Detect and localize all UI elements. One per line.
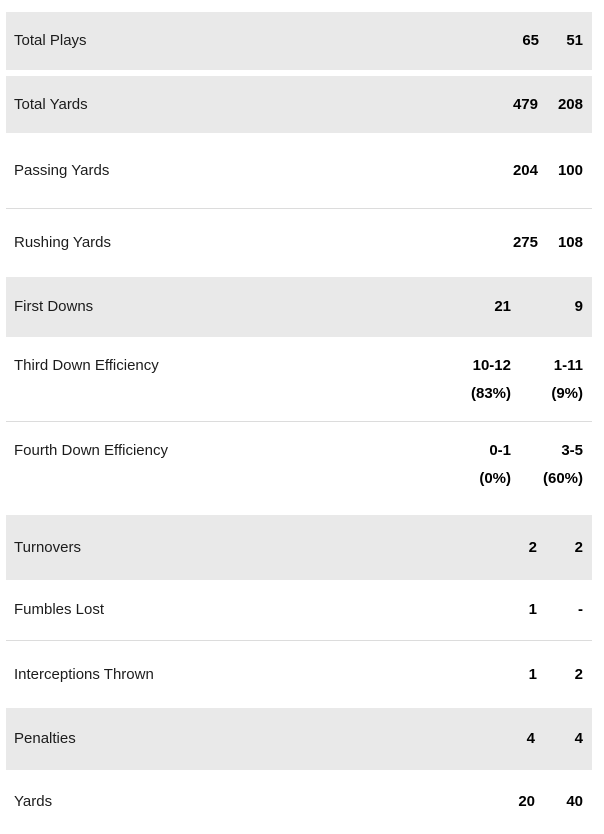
stat-value-col2-main: 40	[566, 793, 583, 810]
stat-label: Passing Yards	[14, 161, 110, 179]
stat-value-col2: 100	[538, 157, 583, 185]
stat-label: Turnovers	[14, 538, 81, 556]
stat-value-col2-detail: (9%)	[551, 385, 583, 402]
stat-value-col1-main: 204	[512, 161, 538, 179]
stat-value-col1: 1	[529, 661, 537, 689]
stat-value-col2: 40	[535, 788, 583, 816]
stat-value-col1: 0-1 (0%)	[479, 437, 511, 493]
stat-value-col2: 4	[535, 725, 583, 753]
stat-value-col2: -	[537, 596, 583, 624]
stat-row: Fourth Down Efficiency 0-1 (0%) 3-5 (60%)	[6, 421, 592, 515]
stat-value-col1-main: 65	[522, 32, 539, 49]
stat-row: Rushing Yards 275 108	[6, 208, 592, 277]
stat-value-col1-main: 4	[526, 730, 535, 747]
stat-label: Third Down Efficiency	[14, 357, 159, 374]
stat-row: Interceptions Thrown 1 2	[6, 640, 592, 708]
stat-label: Interceptions Thrown	[14, 665, 154, 683]
stat-value-col2: 208	[538, 91, 583, 119]
stat-value-col1-main: 1	[528, 665, 537, 683]
stat-group: First Downs 21 9 Third Down Efficiency 10-12…	[6, 277, 592, 515]
stat-value-col1: 2	[529, 534, 537, 562]
stat-value-col1-main: 20	[518, 793, 535, 810]
stat-group: Penalties 4 4 Yards 20 40	[6, 708, 592, 834]
stat-value-col2-main: 100	[557, 161, 583, 179]
stat-value-col2-main: 9	[574, 298, 583, 315]
stat-row: Penalties 4 4	[6, 708, 592, 770]
team-stats-table: Total Plays 65 51 Total Yards 479 208 Passing …	[6, 12, 592, 834]
stat-value-col1: 10-12 (83%)	[471, 352, 511, 408]
stat-group: Total Plays 65 51	[6, 12, 592, 70]
stat-value-col1: 21	[494, 293, 511, 321]
stat-value-col1: 1	[529, 596, 537, 624]
stat-row: Total Yards 479 208	[6, 76, 592, 133]
stat-value-col1: 65	[522, 27, 539, 55]
stat-label: Rushing Yards	[14, 234, 112, 251]
stat-label: Total Plays	[14, 32, 87, 49]
stat-value-col1: 4	[527, 725, 535, 753]
stat-value-col2-main: 4	[574, 730, 583, 747]
stat-value-col2-main: 108	[557, 234, 583, 251]
stat-row: Yards 20 40	[6, 770, 592, 834]
stat-value-col1: 275	[513, 229, 538, 257]
stat-row: Fumbles Lost 1 -	[6, 580, 592, 640]
stat-value-col2: 108	[538, 229, 583, 257]
stat-value-col2-main: 2	[574, 538, 583, 556]
stat-row: Passing Yards 204 100	[6, 133, 592, 208]
stat-row: Total Plays 65 51	[6, 12, 592, 70]
stat-value-col2-detail: (60%)	[542, 470, 583, 487]
stat-value-col2: 3-5 (60%)	[511, 437, 583, 493]
stat-value-col1-main: 10-12	[472, 357, 511, 374]
stat-label: Fourth Down Efficiency	[14, 442, 168, 459]
stat-value-col2: 2	[537, 534, 583, 562]
stat-value-col1-main: 479	[512, 95, 538, 113]
stat-value-col2: 2	[537, 661, 583, 689]
stat-value-col2-main: 3-5	[561, 442, 583, 459]
stat-row: First Downs 21 9	[6, 277, 592, 337]
stat-value-col2-main: 1-11	[553, 357, 583, 374]
stat-label: First Downs	[14, 298, 94, 315]
stat-label: Penalties	[14, 730, 76, 747]
stat-value-col1-main: 1	[528, 601, 537, 618]
stat-value-col1: 20	[518, 788, 535, 816]
stat-value-col1-main: 275	[512, 234, 538, 251]
stat-label: Fumbles Lost	[14, 601, 105, 618]
stat-value-col2: 51	[539, 27, 583, 55]
stat-label: Total Yards	[14, 95, 88, 113]
stat-value-col1-detail: (0%)	[479, 470, 511, 487]
stat-value-col2-main: 51	[566, 32, 583, 49]
stat-value-col1-main: 0-1	[489, 442, 511, 459]
stat-row: Turnovers 2 2	[6, 515, 592, 580]
stat-value-col1-detail: (83%)	[470, 385, 511, 402]
stat-value-col2-main: 208	[557, 95, 583, 113]
stat-group: Total Yards 479 208 Passing Yards 204 100 Rush…	[6, 76, 592, 277]
stat-value-col1-main: 21	[494, 298, 511, 315]
stat-row: Third Down Efficiency 10-12 (83%) 1-11 (9%)	[6, 337, 592, 421]
stat-value-col1: 204	[513, 157, 538, 185]
stat-value-col1: 479	[513, 91, 538, 119]
stat-value-col2: 9	[511, 293, 583, 321]
stat-value-col2-main: 2	[574, 665, 583, 683]
stat-value-col2: 1-11 (9%)	[511, 352, 583, 408]
stat-value-col2-main: -	[578, 601, 583, 618]
stat-label: Yards	[14, 793, 53, 810]
stat-group: Turnovers 2 2 Fumbles Lost 1 - Interceptions T…	[6, 515, 592, 708]
stat-value-col1-main: 2	[528, 538, 537, 556]
